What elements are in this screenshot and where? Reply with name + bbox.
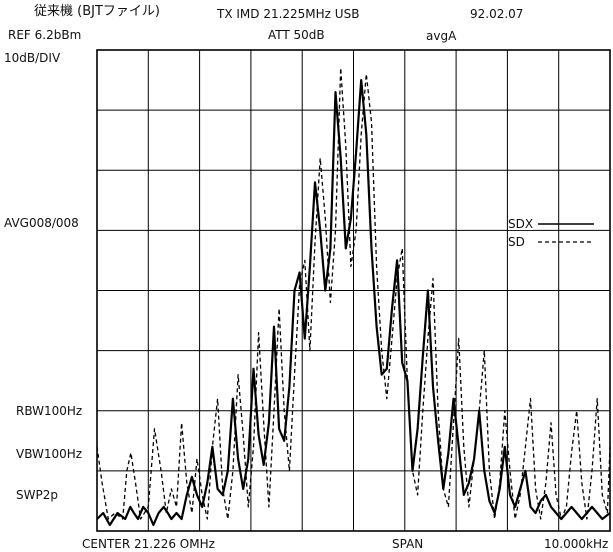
date-label: 92.02.07	[470, 7, 524, 21]
legend-label-sdx: SDX	[508, 217, 534, 231]
scale-label: 10dB/DIV	[4, 51, 61, 65]
series-sdx-line	[96, 78, 611, 527]
span-label: SPAN	[392, 537, 424, 551]
averaging-label: AVG008/008	[4, 216, 79, 230]
series-sd-line	[96, 67, 611, 520]
vbw-label: VBW100Hz	[16, 447, 83, 461]
rbw-label: RBW100Hz	[16, 404, 83, 418]
average-mode: avgA	[426, 29, 457, 43]
sweep-label: SWP2p	[16, 488, 58, 502]
span-value: 10.000kHz	[544, 537, 609, 551]
chart-title: 従来機 (BJTファイル)	[34, 4, 160, 19]
center-frequency: CENTER 21.226 OMHz	[82, 537, 215, 551]
traces	[96, 67, 611, 527]
legend-label-sd: SD	[508, 235, 525, 249]
measurement-title: TX IMD 21.225MHz USB	[217, 7, 360, 21]
attenuation-label: ATT 50dB	[268, 28, 325, 42]
grid	[97, 50, 610, 531]
legend	[538, 223, 594, 243]
reference-level: REF 6.2bBm	[8, 28, 82, 42]
